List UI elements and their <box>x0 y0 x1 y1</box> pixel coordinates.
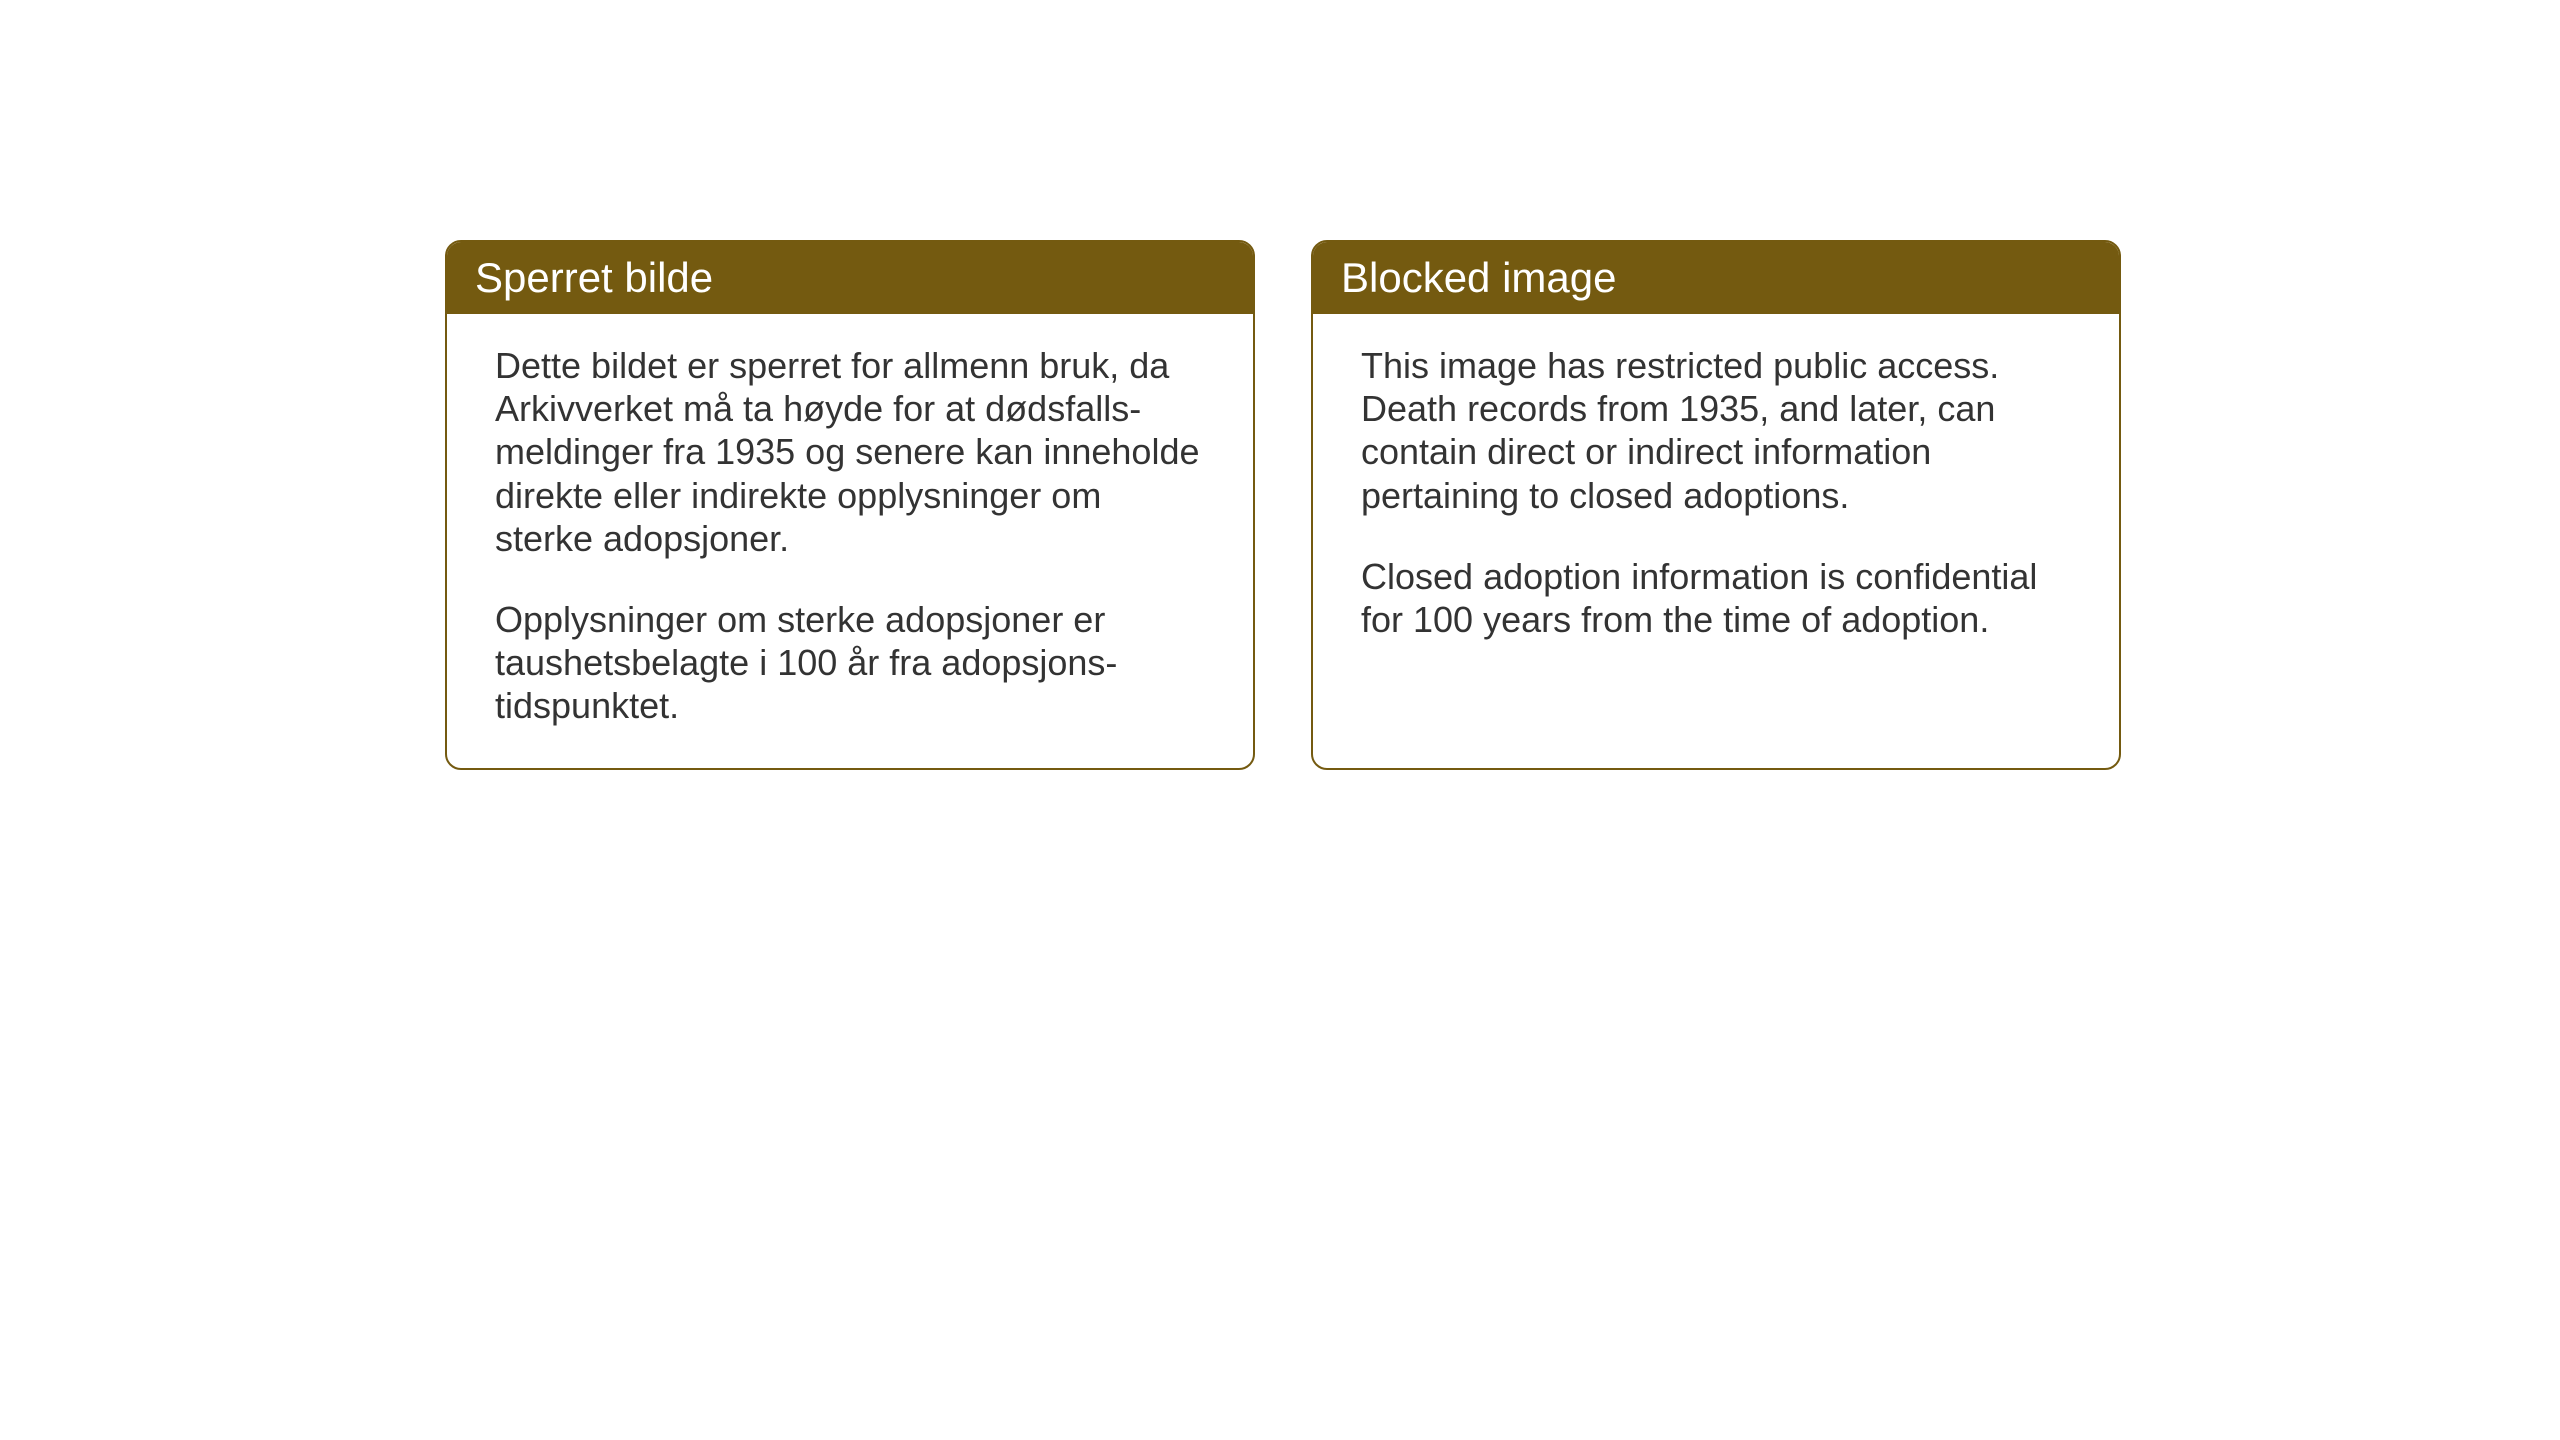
norwegian-paragraph-1: Dette bildet er sperret for allmenn bruk… <box>495 344 1205 560</box>
english-card-header: Blocked image <box>1313 242 2119 314</box>
english-card-body: This image has restricted public access.… <box>1313 314 2119 754</box>
norwegian-card-body: Dette bildet er sperret for allmenn bruk… <box>447 314 1253 768</box>
norwegian-card: Sperret bilde Dette bildet er sperret fo… <box>445 240 1255 770</box>
english-card: Blocked image This image has restricted … <box>1311 240 2121 770</box>
norwegian-card-header: Sperret bilde <box>447 242 1253 314</box>
english-paragraph-1: This image has restricted public access.… <box>1361 344 2071 517</box>
english-card-title: Blocked image <box>1341 254 1616 301</box>
norwegian-card-title: Sperret bilde <box>475 254 713 301</box>
norwegian-paragraph-2: Opplysninger om sterke adopsjoner er tau… <box>495 598 1205 728</box>
cards-container: Sperret bilde Dette bildet er sperret fo… <box>445 240 2121 770</box>
english-paragraph-2: Closed adoption information is confident… <box>1361 555 2071 641</box>
